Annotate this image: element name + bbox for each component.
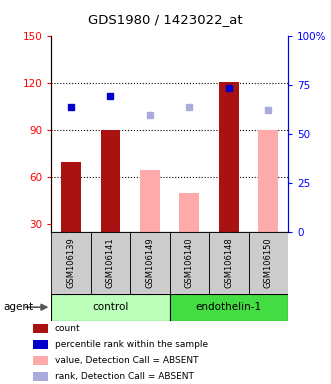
Bar	[169, 232, 209, 294]
Bar	[91, 232, 130, 294]
Bar	[51, 294, 169, 321]
Bar	[33, 324, 48, 333]
Bar	[259, 131, 278, 232]
Text: GSM106150: GSM106150	[264, 238, 273, 288]
Text: GDS1980 / 1423022_at: GDS1980 / 1423022_at	[88, 13, 243, 26]
Text: endothelin-1: endothelin-1	[196, 302, 262, 312]
Bar	[61, 162, 81, 232]
Text: GSM106139: GSM106139	[67, 238, 75, 288]
Bar	[33, 356, 48, 365]
Text: GSM106149: GSM106149	[145, 238, 155, 288]
Bar	[33, 340, 48, 349]
Text: GSM106141: GSM106141	[106, 238, 115, 288]
Bar	[140, 170, 160, 232]
Text: GSM106148: GSM106148	[224, 238, 233, 288]
Bar	[130, 232, 169, 294]
Bar	[219, 82, 239, 232]
Text: rank, Detection Call = ABSENT: rank, Detection Call = ABSENT	[55, 372, 194, 381]
Bar	[101, 131, 120, 232]
Text: agent: agent	[3, 302, 33, 312]
Text: percentile rank within the sample: percentile rank within the sample	[55, 340, 208, 349]
Bar	[33, 372, 48, 381]
Bar	[249, 232, 288, 294]
Text: count: count	[55, 324, 80, 333]
Text: GSM106140: GSM106140	[185, 238, 194, 288]
Bar	[169, 294, 288, 321]
Text: value, Detection Call = ABSENT: value, Detection Call = ABSENT	[55, 356, 198, 365]
Text: control: control	[92, 302, 129, 312]
Bar	[179, 193, 199, 232]
Bar	[209, 232, 249, 294]
Bar	[51, 232, 91, 294]
